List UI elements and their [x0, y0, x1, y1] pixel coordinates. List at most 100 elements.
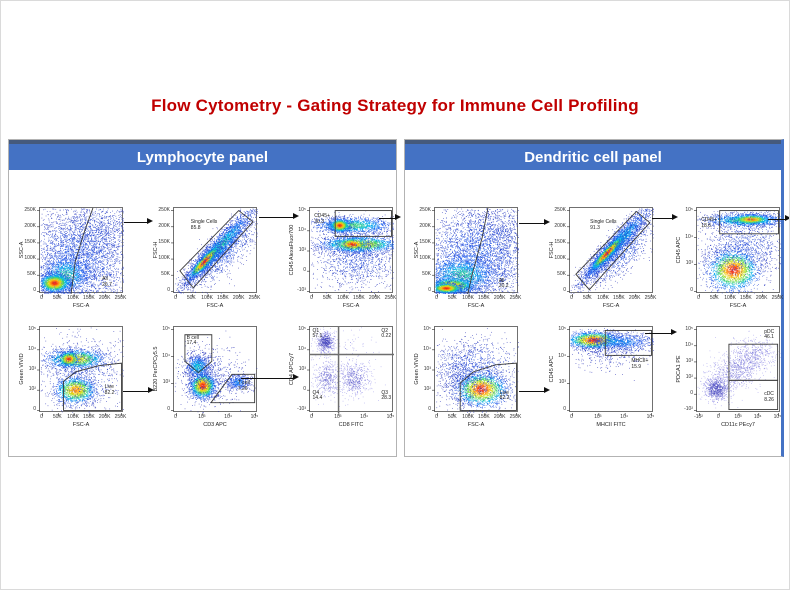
flow-plot-lymph-cd45-fsca: CD45 AlexaFluor700 10⁵ 10⁴ 10³ 0 -10³ 0 50K 100K…: [283, 193, 407, 315]
x-axis-tick: 10³: [198, 414, 206, 420]
y-axis-tick: 150K: [158, 238, 170, 245]
y-axis-tick: 10⁵: [162, 325, 170, 332]
y-axis-tick: 150K: [24, 238, 36, 245]
y-axis-tick: 10⁴: [423, 345, 431, 352]
plot-area: B cell 17.4 T cell 7.26: [171, 326, 258, 416]
y-axis-label: FSC-H: [153, 241, 159, 259]
y-axis-tick: 10³: [298, 366, 306, 372]
flow-arrow: [259, 213, 299, 220]
y-axis-tick: 200K: [419, 222, 431, 229]
x-axis-tick: 50K: [447, 414, 457, 420]
x-axis-tick: 150K: [217, 295, 229, 301]
plot-area: All 20.2: [432, 207, 519, 297]
flow-plot-dc-pdca1-cd11c: PDCA1 PE 10⁵ 10⁴ 10³ 10² 0 -10² -10² 0 10³ 10⁴ 10⁵ C…: [670, 312, 789, 434]
gate-value: 8.26: [764, 397, 774, 404]
gate-label: CD45+ 18.6: [701, 218, 717, 230]
x-axis-tick: 250K: [644, 295, 657, 301]
x-axis-tick: 0: [40, 414, 43, 420]
density-scatter: [570, 208, 654, 294]
x-axis-tick: 50K: [186, 295, 196, 301]
x-axis-tick: 50K: [709, 295, 719, 301]
gate-name: All: [498, 277, 505, 284]
y-axis-tick: 10⁵: [298, 325, 306, 332]
gate-overlay: [432, 329, 517, 416]
gate-value: 36.3: [314, 218, 324, 225]
x-axis-label: FSC-A: [72, 303, 90, 309]
gate-overlay: [37, 207, 122, 297]
x-axis-tick: 50K: [52, 414, 62, 420]
gate-name: B cell: [186, 334, 199, 341]
density-scatter: [310, 327, 394, 413]
y-axis-tick: 10²: [685, 374, 693, 381]
gate-label: CD45+ 36.3: [314, 213, 330, 226]
flow-arrow: [645, 329, 677, 336]
y-axis-tick: 0: [690, 287, 693, 294]
gate-overlay: [694, 329, 779, 416]
y-axis-tick: 50K: [557, 271, 566, 278]
y-axis-tick: 0: [33, 287, 36, 294]
x-axis-label: FSC-A: [72, 422, 90, 428]
y-axis-label: PDCA1 PE: [676, 355, 682, 383]
gate-name: cDC: [764, 391, 774, 398]
x-axis-tick: 100K: [724, 295, 736, 301]
gate-label: B cell 17.4: [186, 334, 199, 348]
x-axis-tick: 10³: [334, 414, 342, 420]
flow-plot-dc-cd45-fsca: CD45 APC 10⁵ 10⁴ 10³ 0 0 50K 100K 150K 200K 250K FS…: [670, 193, 789, 315]
y-axis-tick: -10³: [297, 287, 306, 294]
lymphocyte-panel-body: SSC-A 250K 200K 150K 100K 50K 0 0 50K 100K 150K 200…: [9, 170, 396, 453]
y-axis-tick: 10²: [28, 386, 36, 393]
y-axis-tick: 0: [690, 390, 693, 397]
gate-name: T cell: [237, 380, 250, 387]
gate-overlay: [171, 329, 256, 416]
x-axis-tick: 200K: [755, 295, 768, 301]
density-scatter: [435, 327, 519, 413]
flow-arrow: [123, 387, 154, 394]
gate-name: Single Cells: [590, 219, 617, 226]
dendritic-panel-body: SSC-A 250K 200K 150K 100K 50K 0 0 50K 100K 150K 200…: [405, 170, 783, 453]
x-axis-tick: 200K: [368, 295, 381, 301]
gate-name: All: [102, 275, 108, 282]
y-axis-tick: -10²: [684, 406, 693, 413]
gate-value: 0.22: [381, 333, 392, 340]
x-axis-tick: 10⁵: [646, 414, 655, 420]
x-axis-tick: 10⁴: [224, 414, 233, 420]
gate-name: MHCII+: [631, 357, 649, 364]
density-scatter: [570, 327, 654, 413]
gate-value: 7.26: [237, 385, 248, 392]
gate-label: Q2 0.22: [381, 327, 392, 341]
y-axis-tick: 150K: [554, 238, 566, 245]
lymphocyte-panel-title: Lymphocyte panel: [136, 148, 269, 166]
x-axis-tick: 50K: [52, 295, 62, 301]
x-axis-tick: 10⁵: [386, 414, 395, 420]
gate-name: Single Cells: [190, 219, 218, 226]
x-axis-tick: 0: [40, 295, 43, 301]
gate-label: Q3 28.3: [381, 390, 391, 403]
flow-arrow: [241, 374, 299, 381]
x-axis-tick: 200K: [232, 295, 245, 301]
x-axis-label: CD11c PEcy7: [721, 422, 755, 428]
y-axis-tick: 100K: [554, 255, 566, 262]
x-axis-label: CD8 FITC: [338, 422, 364, 428]
x-axis-tick: 150K: [83, 295, 95, 301]
density-scatter: [697, 327, 781, 413]
x-axis-tick: 250K: [248, 295, 261, 301]
x-axis-tick: 0: [310, 414, 313, 420]
y-axis-tick: 10⁴: [558, 352, 566, 359]
x-axis-label: FSC-A: [602, 303, 620, 309]
x-axis-tick: 10⁴: [620, 414, 629, 420]
plot-area: Live 82.2: [37, 326, 124, 416]
x-axis-tick: 100K: [201, 295, 213, 301]
x-axis-tick: 250K: [114, 295, 127, 301]
y-axis-tick: 250K: [158, 206, 170, 213]
y-axis-tick: 10⁵: [685, 325, 693, 332]
y-axis-tick: 0: [303, 386, 306, 393]
gate-label: All 20.2: [498, 277, 509, 291]
x-axis-tick: 10⁴: [360, 414, 369, 420]
x-axis-label: FSC-A: [206, 303, 224, 309]
flow-plot-dc-vivid-fsca: Green VIVID 10⁵ 10⁴ 10³ 10² 0 0 50K 100K 150K 200K…: [408, 312, 532, 434]
y-axis-tick: 10⁵: [298, 206, 306, 213]
gate-label: Live 82.2: [500, 390, 510, 403]
lymphocyte-panel-header: Lymphocyte panel: [9, 140, 396, 170]
gate-name: Q2: [381, 327, 389, 334]
